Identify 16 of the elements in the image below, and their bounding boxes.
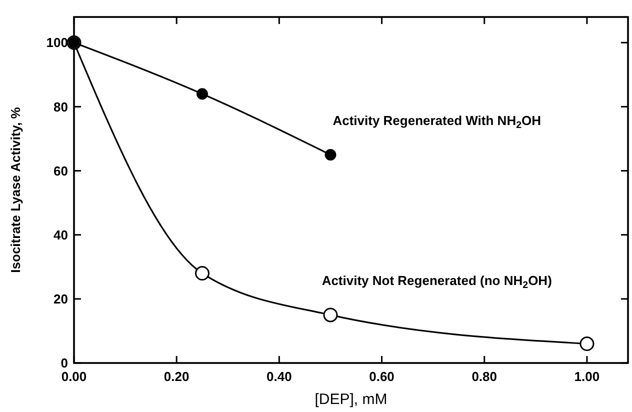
x-tick-label: 0.60 <box>369 369 394 384</box>
series-label: Activity Regenerated With NH$_{2}$OH <box>332 112 542 131</box>
y-tick-label: 100 <box>46 35 68 50</box>
y-tick-label: 60 <box>54 163 68 178</box>
series-label: Activity Not Regenerated (no NH$_{2}$OH) <box>322 272 552 291</box>
x-tick-label: 0.40 <box>266 369 292 384</box>
x-tick-label: 0.00 <box>61 369 87 384</box>
y-tick-label: 40 <box>54 227 68 242</box>
y-axis-title: Isocitrate Lyase Activity, % <box>8 106 23 273</box>
y-tick-label: 80 <box>54 99 68 114</box>
x-tick-label: 1.00 <box>574 369 600 384</box>
x-tick-label: 0.80 <box>472 369 498 384</box>
y-tick-label: 20 <box>54 291 68 306</box>
y-tick-label: 0 <box>60 356 68 371</box>
x-axis-title: [DEP], mM <box>314 391 388 408</box>
x-tick-label: 0.20 <box>164 369 190 384</box>
